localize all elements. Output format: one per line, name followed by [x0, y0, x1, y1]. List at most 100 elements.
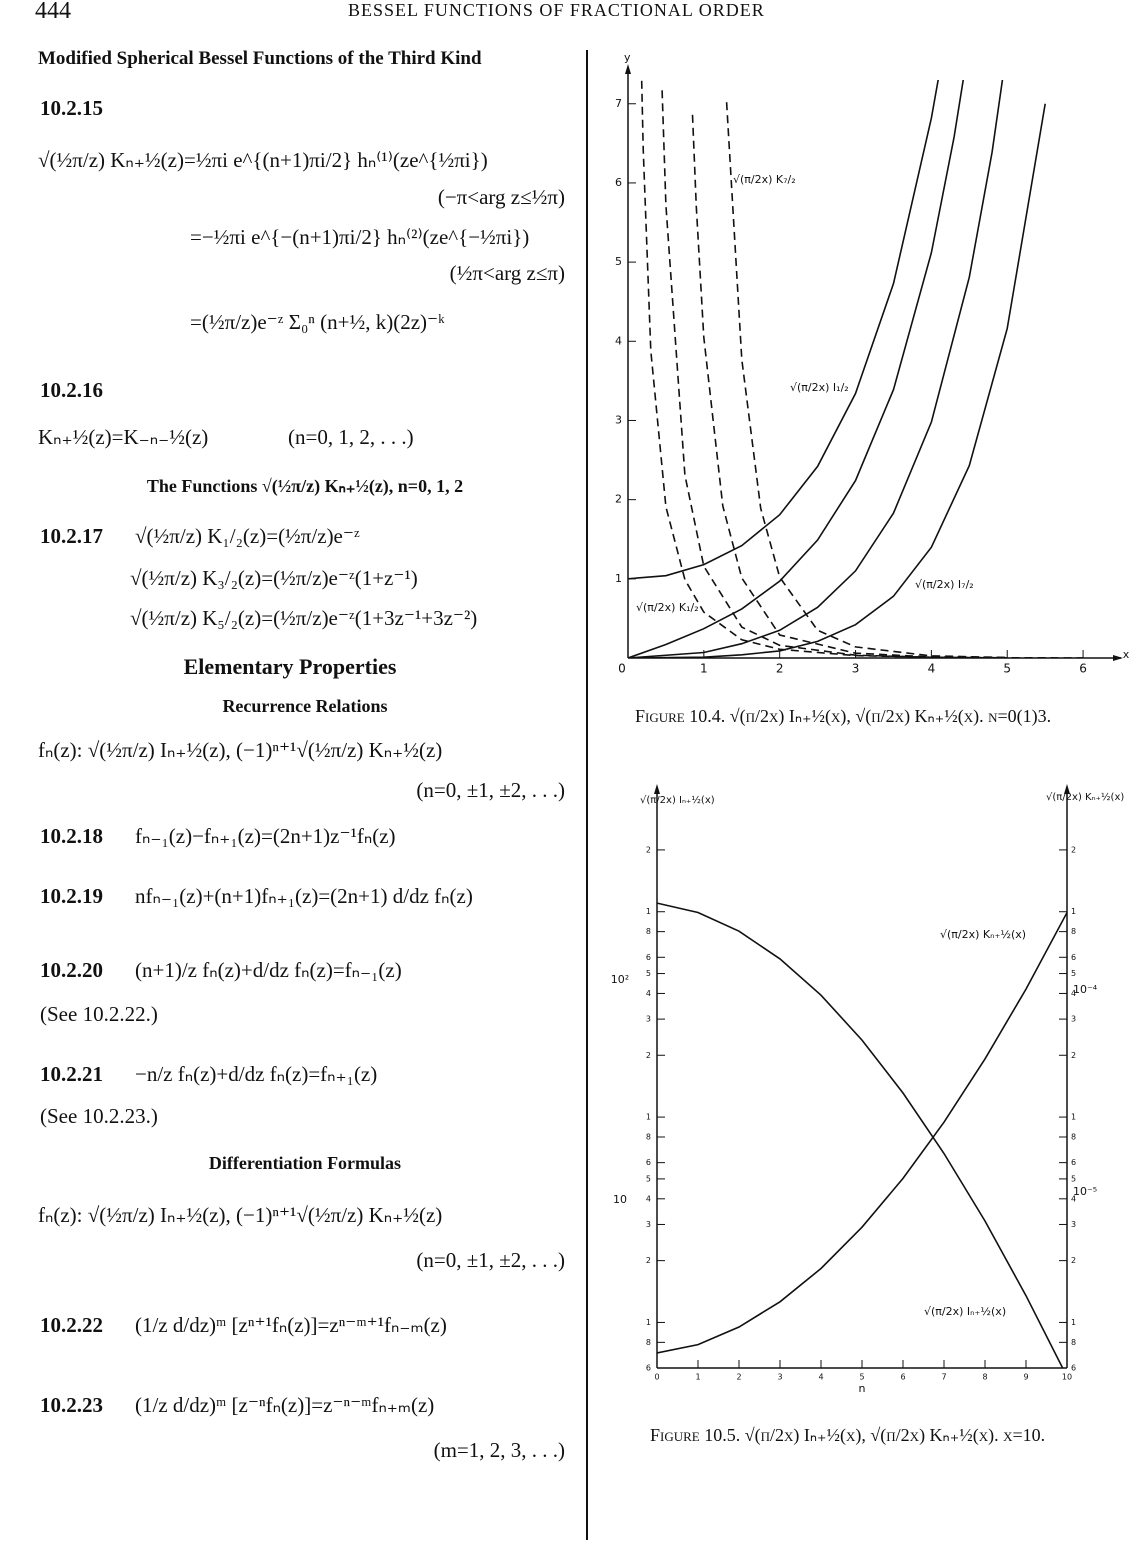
formula: √(½π/z) K₁/₂(z)=(½π/z)e⁻ᶻ — [135, 524, 360, 548]
y-tick-label: 4 — [615, 334, 622, 347]
formula: √(½π/z) Kₙ₊½(z)=½πi e^{(n+1)πi/2} hₙ⁽¹⁾(… — [38, 148, 488, 172]
x-tick-label: 10 — [1062, 1373, 1072, 1382]
y-tick-label: 3 — [646, 1220, 651, 1229]
eq-number: 10.2.18 — [40, 824, 103, 848]
formula: (n=0, ±1, ±2, . . .) — [416, 778, 565, 802]
x-tick-label: 1 — [700, 662, 708, 676]
formula: (n+1)/z fₙ(z)+d/dz fₙ(z)=fₙ₋₁(z) — [135, 958, 402, 982]
y-tick-label: 5 — [646, 1174, 651, 1183]
y-tick-label: 2 — [615, 493, 622, 506]
decade-label: 10² — [611, 973, 629, 986]
curve-label: √(π/2x) Kₙ₊½(x) — [940, 928, 1026, 941]
curve — [661, 90, 1008, 658]
axis-arrow — [1113, 655, 1123, 661]
x-tick-label: 2 — [776, 662, 784, 676]
running-title: BESSEL FUNCTIONS OF FRACTIONAL ORDER — [348, 0, 765, 20]
y-tick-label: 2 — [646, 1051, 651, 1060]
curve — [628, 80, 1004, 658]
section-heading: Elementary Properties — [183, 654, 397, 679]
formula: (n=0, 1, 2, . . .) — [288, 425, 414, 449]
x-tick-label: 2 — [736, 1373, 741, 1382]
y2-tick-label: 3 — [1071, 1015, 1076, 1024]
page-number: 444 — [35, 0, 71, 24]
x-tick-label: 6 — [900, 1373, 905, 1382]
formula: (1/z d/dz)ᵐ [zⁿ⁺¹fₙ(z)]=zⁿ⁻ᵐ⁺¹fₙ₋ₘ(z) — [135, 1313, 447, 1337]
y2-tick-label: 8 — [1071, 1132, 1076, 1141]
eq-number: 10.2.20 — [40, 958, 103, 982]
y2-tick-label: 6 — [1071, 1364, 1076, 1373]
y2-tick-label: 3 — [1071, 1220, 1076, 1229]
y-tick-label: 6 — [646, 1364, 651, 1373]
y-tick-label: 1 — [646, 1113, 651, 1122]
formula: nfₙ₋₁(z)+(n+1)fₙ₊₁(z)=(2n+1) d/dz fₙ(z) — [135, 884, 473, 908]
formula: fₙ₋₁(z)−fₙ₊₁(z)=(2n+1)z⁻¹fₙ(z) — [135, 824, 396, 848]
y2-tick-label: 5 — [1071, 1174, 1076, 1183]
caption: Figure 10.4. √(π/2x) Iₙ₊½(x), √(π/2x) Kₙ… — [635, 706, 1051, 727]
formula: (m=1, 2, 3, . . .) — [433, 1438, 565, 1462]
subheading: Differentiation Formulas — [208, 1153, 402, 1173]
eq-number: 10.2.16 — [40, 378, 103, 402]
x-tick-label: 0 — [618, 662, 626, 676]
note: (See 10.2.23.) — [40, 1104, 158, 1128]
caption: Figure 10.5. √(π/2x) Iₙ₊½(x), √(π/2x) Kₙ… — [650, 1425, 1045, 1446]
y-tick-label: 4 — [646, 1194, 651, 1203]
curve — [691, 114, 1008, 658]
decade-label: 10⁻⁵ — [1073, 1185, 1097, 1198]
curve-label: √(π/2x) K₁/₂ — [636, 601, 699, 614]
curve — [628, 80, 939, 580]
formula: (1/z d/dz)ᵐ [z⁻ⁿfₙ(z)]=z⁻ⁿ⁻ᵐfₙ₊ₘ(z) — [135, 1393, 435, 1417]
x-axis-label: x — [1123, 648, 1130, 661]
y2-tick-label: 2 — [1071, 1256, 1076, 1265]
axis-arrow — [1064, 784, 1070, 794]
y2-tick-label: 4 — [1071, 989, 1076, 998]
eq-number: 10.2.22 — [40, 1313, 103, 1337]
formula: fₙ(z): √(½π/z) Iₙ₊½(z), (−1)ⁿ⁺¹√(½π/z) K… — [38, 738, 443, 762]
y-tick-label: 3 — [615, 413, 622, 426]
y2-tick-label: 5 — [1071, 969, 1076, 978]
y-axis-label: √(π/2x) Iₙ₊½(x) — [640, 794, 715, 806]
y-tick-label: 8 — [646, 1338, 651, 1347]
formula: fₙ(z): √(½π/z) Iₙ₊½(z), (−1)ⁿ⁺¹√(½π/z) K… — [38, 1203, 443, 1227]
curve — [657, 902, 1064, 1368]
y2-axis-label: √(π/2x) Kₙ₊½(x) — [1046, 791, 1124, 803]
y-tick-label: 4 — [646, 989, 651, 998]
x-axis-label: n — [859, 1382, 866, 1395]
y-tick-label: 6 — [646, 1158, 651, 1167]
curve-label: √(π/2x) I₇/₂ — [915, 578, 974, 591]
x-tick-label: 5 — [859, 1373, 864, 1382]
curve-label: √(π/2x) Iₙ₊½(x) — [924, 1305, 1006, 1318]
y2-tick-label: 6 — [1071, 953, 1076, 962]
eq-number: 10.2.21 — [40, 1062, 103, 1086]
x-tick-label: 0 — [654, 1373, 659, 1382]
curve — [640, 80, 1084, 658]
curve — [725, 102, 1008, 658]
heading: Modified Spherical Bessel Functions of t… — [38, 48, 482, 69]
x-tick-label: 9 — [1023, 1373, 1028, 1382]
y-tick-label: 8 — [646, 1132, 651, 1141]
eq-number: 10.2.19 — [40, 884, 103, 908]
y-tick-label: 8 — [646, 927, 651, 936]
y2-tick-label: 6 — [1071, 1158, 1076, 1167]
y2-tick-label: 8 — [1071, 927, 1076, 936]
subheading: Recurrence Relations — [222, 696, 388, 716]
x-tick-label: 4 — [928, 662, 936, 676]
y2-tick-label: 1 — [1071, 1113, 1076, 1122]
y2-tick-label: 4 — [1071, 1194, 1076, 1203]
formula: Kₙ₊½(z)=K₋ₙ₋½(z) — [38, 425, 209, 449]
decade-label: 10 — [613, 1193, 627, 1206]
formula: (½π<arg z≤π) — [449, 261, 565, 285]
y2-tick-label: 8 — [1071, 1338, 1076, 1347]
axis-arrow — [654, 784, 660, 794]
formula: =−½πi e^{−(n+1)πi/2} hₙ⁽²⁾(ze^{−½πi}) — [190, 225, 530, 249]
y-tick-label: 5 — [646, 969, 651, 978]
x-tick-label: 7 — [941, 1373, 946, 1382]
curve — [657, 912, 1067, 1354]
y-tick-label: 1 — [615, 572, 622, 585]
note: (See 10.2.22.) — [40, 1002, 158, 1026]
formula: (−π<arg z≤½π) — [437, 185, 565, 209]
x-tick-label: 3 — [777, 1373, 782, 1382]
axis-arrow — [625, 64, 631, 74]
decade-label: 10⁻⁴ — [1073, 983, 1098, 996]
formula: √(½π/z) K₃/₂(z)=(½π/z)e⁻ᶻ(1+z⁻¹) — [130, 566, 418, 590]
